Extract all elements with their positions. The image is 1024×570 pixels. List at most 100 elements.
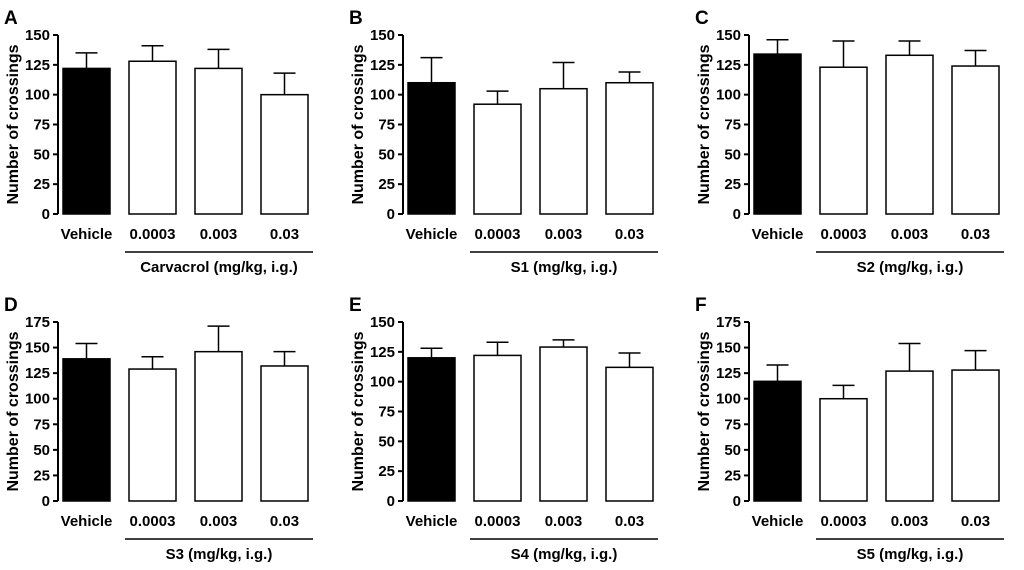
panel-label: E [349, 295, 362, 316]
panel-f: F Number of crossings 0 25 50 75 100 125 150 175 V… [695, 295, 1004, 563]
category-label: Vehicle [61, 513, 113, 530]
y-tick-label: 25 [378, 176, 395, 193]
y-tick-label: 150 [370, 314, 395, 331]
y-tick-label: 100 [716, 87, 741, 104]
category-label: Vehicle [406, 226, 458, 243]
bar-vehicle [753, 53, 802, 215]
x-axis-label: Carvacrol (mg/kg, i.g.) [140, 259, 298, 276]
y-tick-label: 25 [33, 467, 50, 484]
panel-b: B Number of crossings 0 25 50 75 100 125 150 Vehi… [349, 8, 658, 276]
y-tick-label: 125 [25, 365, 50, 382]
panel-a: A Number of crossings 0 25 50 75 100 125 150 Vehi… [4, 8, 313, 276]
x-axis-label: S1 (mg/kg, i.g.) [511, 259, 618, 276]
category-label: Vehicle [752, 513, 804, 530]
bar-vehicle [753, 380, 802, 502]
y-tick-label: 150 [716, 340, 741, 357]
y-axis-label: Number of crossings [5, 331, 22, 491]
y-tick-label: 100 [370, 374, 395, 391]
x-axis-label: S4 (mg/kg, i.g.) [511, 546, 618, 563]
category-label: 0.003 [545, 226, 583, 243]
bar-vehicle [62, 358, 111, 502]
y-tick-label: 0 [733, 493, 741, 510]
panel-label: C [695, 8, 709, 29]
y-axis-label: Number of crossings [696, 44, 713, 204]
panel-d: D Number of crossings 0 25 50 75 100 125 150 175 V… [4, 295, 313, 563]
bar-0.03 [605, 366, 654, 502]
y-axis-label: Number of crossings [350, 331, 367, 491]
y-tick-label: 100 [25, 87, 50, 104]
y-tick-label: 150 [370, 27, 395, 44]
category-label: 0.003 [200, 226, 238, 243]
category-label: 0.03 [270, 226, 299, 243]
x-axis-label: S3 (mg/kg, i.g.) [166, 546, 273, 563]
category-label: 0.0003 [821, 513, 867, 530]
panel-label: D [4, 295, 18, 316]
category-label: 0.0003 [475, 226, 521, 243]
y-tick-label: 100 [25, 391, 50, 408]
panel-c: C Number of crossings 0 25 50 75 100 125 150 Vehi… [695, 8, 1004, 276]
category-label: Vehicle [752, 226, 804, 243]
y-tick-label: 75 [724, 416, 741, 433]
y-tick-label: 125 [716, 365, 741, 382]
bar-0.03 [260, 93, 309, 215]
y-tick-label: 50 [33, 442, 50, 459]
y-axis-label: Number of crossings [5, 44, 22, 204]
category-label: Vehicle [61, 226, 113, 243]
category-label: 0.0003 [475, 513, 521, 530]
y-tick-label: 0 [387, 206, 395, 223]
bar-0.0003 [473, 103, 522, 215]
y-tick-label: 50 [724, 442, 741, 459]
bar-0.0003 [819, 397, 868, 502]
bar-0.0003 [128, 60, 177, 215]
y-tick-label: 100 [370, 87, 395, 104]
bar-vehicle [407, 81, 456, 215]
y-tick-label: 75 [33, 416, 50, 433]
y-tick-label: 50 [378, 146, 395, 163]
bar-0.0003 [473, 354, 522, 502]
y-tick-label: 150 [25, 27, 50, 44]
bar-0.03 [605, 81, 654, 215]
y-tick-label: 75 [378, 404, 395, 421]
y-tick-label: 125 [25, 57, 50, 74]
y-tick-label: 50 [724, 146, 741, 163]
category-label: 0.003 [545, 513, 583, 530]
y-tick-label: 150 [25, 340, 50, 357]
bar-0.003 [194, 67, 243, 215]
x-axis-label: S2 (mg/kg, i.g.) [857, 259, 964, 276]
y-tick-label: 125 [370, 344, 395, 361]
y-tick-label: 0 [387, 493, 395, 510]
bar-0.03 [951, 65, 1000, 215]
category-label: 0.003 [891, 226, 929, 243]
bar-0.0003 [128, 368, 177, 502]
category-label: 0.0003 [130, 226, 176, 243]
category-label: Vehicle [406, 513, 458, 530]
panel-e: E Number of crossings 0 25 50 75 100 125 150 Vehi… [349, 295, 658, 563]
bar-0.0003 [819, 66, 868, 215]
x-axis-label: S5 (mg/kg, i.g.) [857, 546, 964, 563]
y-tick-label: 125 [716, 57, 741, 74]
y-tick-label: 25 [724, 467, 741, 484]
bar-vehicle [62, 67, 111, 215]
y-tick-label: 75 [724, 117, 741, 134]
y-tick-label: 75 [33, 117, 50, 134]
category-label: 0.0003 [821, 226, 867, 243]
y-tick-label: 50 [33, 146, 50, 163]
category-label: 0.003 [891, 513, 929, 530]
panel-label: A [4, 8, 18, 29]
y-tick-label: 125 [370, 57, 395, 74]
y-tick-label: 25 [378, 463, 395, 480]
category-label: 0.03 [270, 513, 299, 530]
category-label: 0.03 [961, 513, 990, 530]
bar-0.003 [885, 54, 934, 215]
category-label: 0.03 [961, 226, 990, 243]
category-label: 0.03 [615, 226, 644, 243]
y-tick-label: 175 [716, 314, 741, 331]
bar-0.003 [539, 87, 588, 215]
y-axis-label: Number of crossings [350, 44, 367, 204]
y-tick-label: 175 [25, 314, 50, 331]
bar-0.003 [194, 350, 243, 502]
y-tick-label: 0 [733, 206, 741, 223]
bar-0.003 [885, 370, 934, 502]
category-label: 0.003 [200, 513, 238, 530]
